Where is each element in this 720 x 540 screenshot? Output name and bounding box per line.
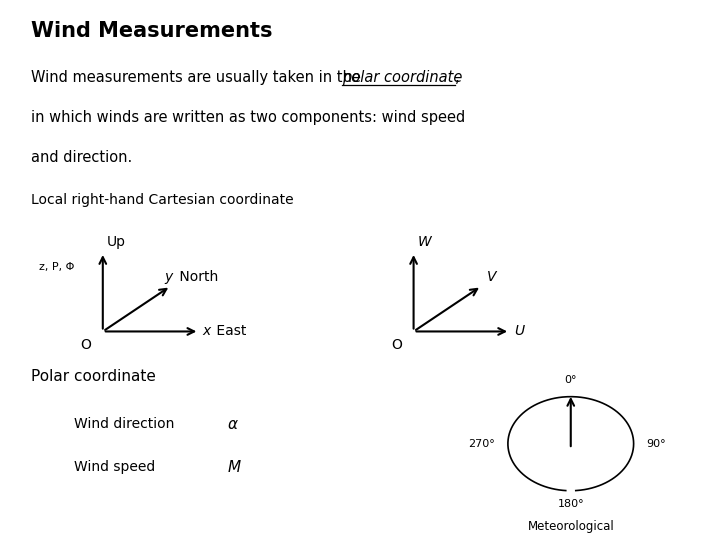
Text: Meteorological: Meteorological (527, 520, 614, 533)
Text: x: x (202, 325, 210, 339)
Text: and direction.: and direction. (32, 150, 132, 165)
Text: East: East (212, 325, 246, 339)
Text: U: U (514, 325, 524, 339)
Text: M: M (228, 460, 241, 475)
Text: Wind Measurements: Wind Measurements (32, 22, 273, 42)
Text: O: O (391, 338, 402, 352)
Text: V: V (487, 270, 497, 284)
Text: 180°: 180° (557, 500, 584, 509)
Text: polar coordinate: polar coordinate (342, 70, 462, 85)
Text: 0°: 0° (564, 375, 577, 385)
Text: Up: Up (107, 235, 126, 249)
Text: O: O (81, 338, 91, 352)
Text: α: α (228, 417, 238, 432)
Text: y: y (164, 270, 172, 284)
Text: Wind direction: Wind direction (74, 417, 174, 431)
Text: 90°: 90° (647, 438, 666, 449)
Text: Wind measurements are usually taken in the: Wind measurements are usually taken in t… (32, 70, 366, 85)
Text: 270°: 270° (468, 438, 495, 449)
Text: z, P, Φ: z, P, Φ (38, 261, 74, 272)
Text: ,: , (455, 70, 459, 85)
Text: Polar coordinate: Polar coordinate (32, 369, 156, 384)
Text: Local right-hand Cartesian coordinate: Local right-hand Cartesian coordinate (32, 192, 294, 206)
Text: Wind speed: Wind speed (74, 460, 156, 474)
Text: North: North (175, 270, 218, 284)
Text: W: W (418, 235, 431, 249)
Text: in which winds are written as two components: wind speed: in which winds are written as two compon… (32, 110, 466, 125)
